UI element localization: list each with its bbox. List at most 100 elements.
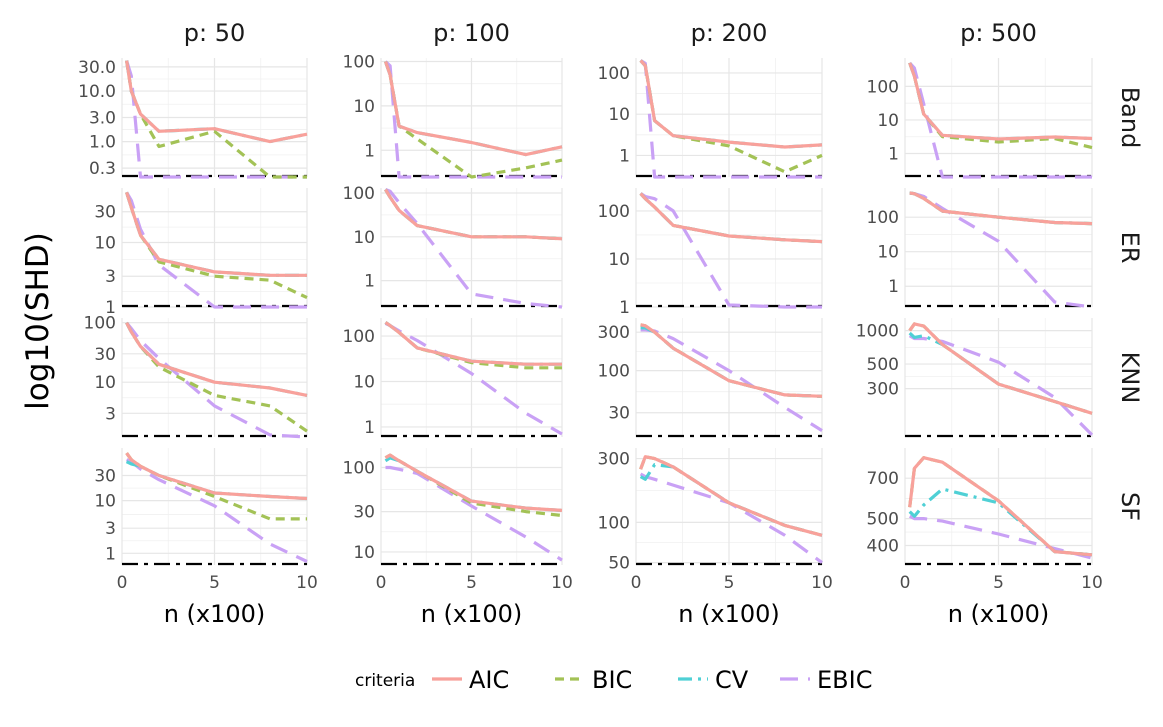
panel-er-p-100: 1 10 100 [343, 184, 563, 309]
column-strip-label: p: 200 [691, 19, 768, 47]
x-axis-title: n (x100) [164, 600, 266, 628]
legend-item-cv: CV [678, 666, 749, 694]
y-tick-label: 1 [364, 141, 375, 161]
series-line-bic [125, 452, 307, 521]
series-line-cv [639, 192, 823, 244]
series-line-ebic [384, 187, 563, 309]
x-tick-label: 0 [631, 573, 642, 593]
series-line-aic [384, 188, 563, 241]
y-tick-label: 10 [608, 250, 630, 270]
panel-band-p-200: 1 10 100 [598, 58, 823, 179]
series-line-cv [384, 188, 563, 241]
y-tick-label: 50 [608, 554, 630, 574]
y-tick-label: 30.0 [78, 58, 116, 78]
y-tick-label: 10 [353, 97, 375, 117]
y-tick-label: 100 [867, 208, 899, 228]
series-line-bic [384, 188, 563, 241]
x-tick-label: 0 [117, 573, 128, 593]
x-tick-label: 0 [376, 573, 387, 593]
x-axis-title: n (x100) [948, 600, 1050, 628]
y-tick-label: 1 [888, 145, 899, 165]
series-line-ebic [908, 61, 1092, 179]
x-tick-label: 0 [900, 573, 911, 593]
series-line-aic [908, 322, 1093, 415]
y-tick-label: 100 [598, 202, 630, 222]
series-line-ebic [385, 465, 563, 562]
y-tick-label: 10 [94, 492, 116, 512]
x-tick-label: 10 [551, 573, 573, 593]
y-tick-label: 3 [105, 267, 116, 287]
series-line-cv [125, 191, 307, 277]
y-tick-label: 0.3 [89, 159, 116, 179]
series-line-aic [125, 60, 308, 144]
y-tick-label: 1 [888, 277, 899, 297]
legend-item-aic: AIC [432, 666, 509, 694]
series-line-cv [639, 463, 823, 537]
series-line-aic [639, 59, 823, 149]
column-strip-label: p: 100 [433, 19, 510, 47]
y-tick-label: 300 [598, 323, 630, 343]
y-tick-label: 300 [867, 380, 899, 400]
y-tick-label: 3 [105, 519, 116, 539]
y-tick-label: 1 [619, 146, 630, 166]
y-tick-label: 700 [867, 469, 899, 489]
y-tick-label: 1.0 [89, 133, 116, 153]
legend-item-ebic: EBIC [780, 666, 872, 694]
series-line-ebic [384, 60, 562, 179]
y-tick-label: 1 [619, 298, 630, 318]
legend-label-aic: AIC [469, 666, 509, 694]
x-tick-label: 10 [296, 573, 318, 593]
y-tick-label: 100 [84, 314, 116, 334]
series-line-ebic [640, 328, 823, 432]
y-tick-label: 10 [94, 373, 116, 393]
series-line-cv [383, 60, 563, 157]
y-tick-label: 1 [364, 272, 375, 292]
series-line-ebic [639, 59, 822, 179]
x-tick-label: 10 [811, 573, 833, 593]
y-tick-label: 30 [353, 503, 375, 523]
series-line-bic [639, 192, 823, 244]
y-tick-label: 10.0 [78, 82, 116, 102]
legend-item-bic: BIC [555, 666, 632, 694]
panel-knn-p-100: 1 10 100 [343, 318, 563, 438]
series-line-ebic [125, 60, 307, 179]
series-line-aic [125, 452, 308, 501]
legend-title: criteria [355, 671, 415, 691]
x-tick-label: 5 [466, 573, 477, 593]
column-strip-label: p: 500 [960, 19, 1037, 47]
y-tick-label: 30 [94, 467, 116, 487]
legend-label-ebic: EBIC [817, 666, 872, 694]
series-line-aic [908, 456, 1093, 557]
legend: criteria AIC BIC CV EBIC [355, 666, 872, 694]
y-tick-label: 1 [105, 298, 116, 318]
y-tick-label: 1000 [856, 322, 899, 342]
x-tick-label: 5 [209, 573, 220, 593]
series-line-aic [125, 321, 308, 397]
y-tick-label: 30 [608, 404, 630, 424]
y-axis-title: log10(SHD) [20, 232, 56, 410]
row-strip-label: SF [1116, 492, 1144, 521]
series-line-bic [125, 321, 308, 433]
panel-knn-p-200: 30 100 300 [598, 318, 823, 438]
y-tick-label: 100 [867, 77, 899, 97]
y-tick-label: 100 [598, 64, 630, 84]
series-line-bic [383, 60, 563, 179]
panel-er-p-200: 1 10 100 [598, 188, 823, 318]
series-line-bic [908, 62, 1093, 150]
series-line-ebic [125, 321, 308, 439]
x-tick-label: 5 [993, 573, 1004, 593]
series-line-aic [639, 455, 823, 537]
panel-sf-p-200: 50 100 300 [598, 448, 823, 574]
row-strip-label: Band [1116, 87, 1144, 149]
column-strip-label: p: 50 [184, 19, 246, 47]
x-axis-title: n (x100) [421, 600, 523, 628]
series-line-ebic [125, 458, 308, 563]
y-tick-label: 300 [598, 450, 630, 470]
y-tick-label: 100 [343, 184, 375, 204]
series-line-aic [384, 453, 563, 512]
series-line-aic [384, 321, 562, 366]
series-line-aic [640, 323, 823, 398]
series-line-aic [383, 60, 563, 157]
series-line-ebic [908, 514, 1093, 560]
panel-band-p-100: 1 10 100 [343, 53, 563, 179]
